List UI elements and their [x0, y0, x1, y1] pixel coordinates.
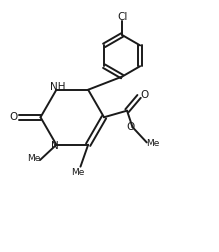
Text: Me: Me: [146, 139, 160, 148]
Text: Cl: Cl: [117, 12, 127, 22]
Text: O: O: [140, 90, 149, 100]
Text: NH: NH: [50, 82, 65, 92]
Text: O: O: [126, 122, 134, 132]
Text: N: N: [51, 141, 59, 151]
Text: Me: Me: [27, 154, 41, 164]
Text: Me: Me: [72, 168, 85, 177]
Text: O: O: [9, 112, 17, 122]
